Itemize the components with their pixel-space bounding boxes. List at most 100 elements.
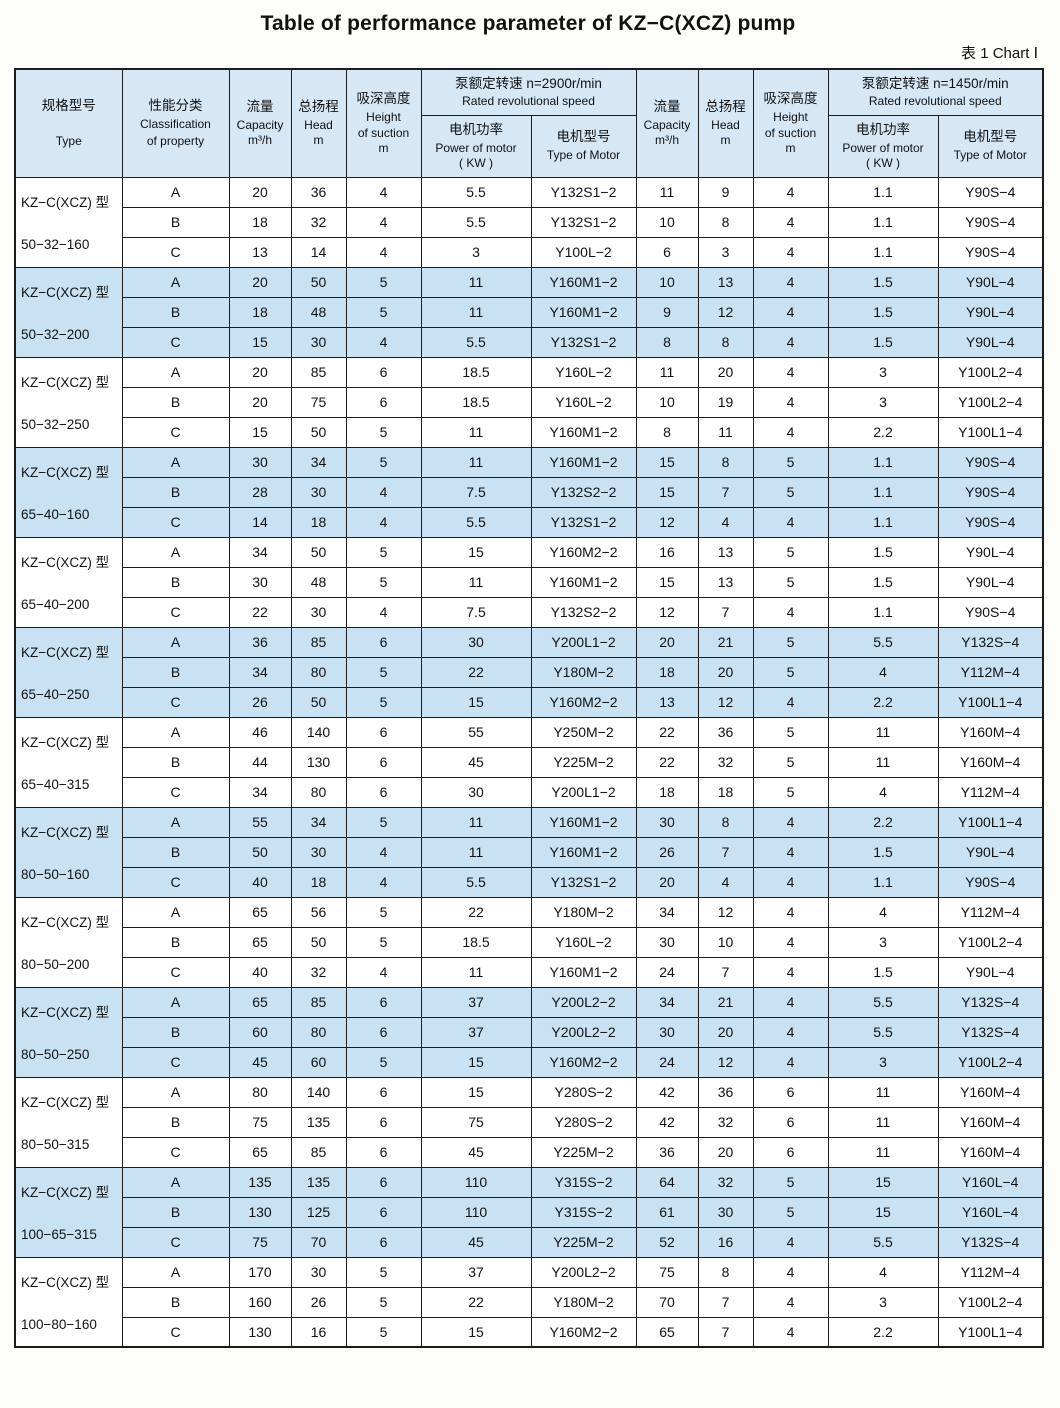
value-cell-head-1450: 9 [697,176,754,208]
value-cell-power-1450: 4 [827,1256,939,1288]
col-header-suction-zh: 吸深高度 [763,90,818,106]
value-cell-capacity-1450: 64 [635,1166,699,1198]
pump-model-cell: KZ−C(XCZ) 型 65−40−160 [14,446,123,538]
pump-model-name: KZ−C(XCZ) 型 [21,1185,110,1200]
value-cell-suction-2900: 6 [345,1136,422,1168]
value-cell-capacity-2900: 46 [228,716,292,748]
value-cell-suction-2900: 5 [345,896,422,928]
value-cell-suction-1450: 4 [752,926,829,958]
value-cell-motor-2900: Y160L−2 [530,926,637,958]
col-header-power-2900: 电机功率 Power of motor ( KW ) [420,114,532,178]
col-header-classification: 性能分类 Classification of property [121,68,230,178]
value-cell-motor-2900: Y250M−2 [530,716,637,748]
value-cell-head-1450: 20 [697,1136,754,1168]
col-header-capacity-unit: m³/h [248,133,272,148]
pump-model-cell: KZ−C(XCZ) 型 100−80−160 [14,1256,123,1348]
value-cell-capacity-2900: 130 [228,1196,292,1228]
value-cell-suction-1450: 4 [752,386,829,418]
value-cell-motor-1450: Y160M−4 [937,716,1044,748]
value-cell-capacity-1450: 24 [635,1046,699,1078]
value-cell-suction-1450: 6 [752,1076,829,1108]
value-cell-suction-2900: 4 [345,236,422,268]
value-cell-suction-2900: 4 [345,596,422,628]
classification-cell: C [121,506,230,538]
value-cell-motor-2900: Y315S−2 [530,1196,637,1228]
col-header-head-zh: 总扬程 [298,99,339,115]
value-cell-head-1450: 7 [697,596,754,628]
pump-model-cell: KZ−C(XCZ) 型 65−40−250 [14,626,123,718]
value-cell-power-2900: 55 [420,716,532,748]
pump-model-size: 65−40−160 [21,507,90,522]
value-cell-head-2900: 140 [290,716,347,748]
value-cell-capacity-2900: 28 [228,476,292,508]
value-cell-motor-1450: Y132S−4 [937,1016,1044,1048]
value-cell-suction-2900: 5 [345,296,422,328]
pump-model-size: 65−40−250 [21,687,90,702]
table-row: KZ−C(XCZ) 型 65−40−160 A 30 34 5 11 Y160M1−2 15 8 5… [14,446,1044,538]
value-cell-power-1450: 11 [827,716,939,748]
classification-cell: B [121,836,230,868]
value-cell-power-2900: 75 [420,1106,532,1138]
value-cell-motor-1450: Y100L1−4 [937,806,1044,838]
value-cell-head-2900: 70 [290,1226,347,1258]
value-cell-power-1450: 1.1 [827,176,939,208]
value-cell-head-2900: 18 [290,506,347,538]
value-cell-power-1450: 3 [827,926,939,958]
value-cell-capacity-2900: 55 [228,806,292,838]
classification-cell: C [121,1136,230,1168]
value-cell-suction-1450: 4 [752,596,829,628]
value-cell-capacity-2900: 60 [228,1016,292,1048]
value-cell-suction-2900: 5 [345,1256,422,1288]
table-row: C 22 30 4 7.5 Y132S2−2 12 7 4 1.1 Y90S−4 [15,596,1044,628]
value-cell-power-2900: 5.5 [420,506,532,538]
table-row: KZ−C(XCZ) 型 50−32−200 A 20 50 5 11 Y160M1−2 10 13… [14,266,1044,358]
value-cell-capacity-2900: 75 [228,1226,292,1258]
col-header-suction-zh: 吸深高度 [356,90,411,106]
value-cell-capacity-1450: 8 [635,416,699,448]
col-header-suction-en2: of suction [357,126,410,141]
value-cell-motor-1450: Y112M−4 [937,896,1044,928]
value-cell-capacity-2900: 18 [228,206,292,238]
value-cell-suction-2900: 5 [345,446,422,478]
value-cell-suction-1450: 5 [752,776,829,808]
value-cell-capacity-1450: 15 [635,476,699,508]
value-cell-motor-1450: Y90S−4 [937,476,1044,508]
value-cell-power-2900: 22 [420,656,532,688]
pump-model-cell: KZ−C(XCZ) 型 80−50−250 [14,986,123,1078]
value-cell-motor-2900: Y160M1−2 [530,806,637,838]
value-cell-suction-2900: 6 [345,356,422,388]
value-cell-motor-2900: Y160M1−2 [530,416,637,448]
value-cell-capacity-2900: 20 [228,266,292,298]
value-cell-motor-1450: Y112M−4 [937,656,1044,688]
value-cell-motor-1450: Y100L1−4 [937,1316,1044,1348]
col-header-capacity-zh: 流量 [653,99,681,115]
value-cell-capacity-2900: 40 [228,956,292,988]
table-row: B 18 48 5 11 Y160M1−2 9 12 4 1.5 Y90L−4 [15,296,1044,328]
group-header-speed-1450-en: Rated revolutional speed [868,94,1002,109]
value-cell-suction-2900: 4 [345,476,422,508]
value-cell-power-2900: 7.5 [420,476,532,508]
col-header-suction-en1: Height [366,109,401,124]
value-cell-capacity-1450: 22 [635,716,699,748]
value-cell-motor-1450: Y90S−4 [937,866,1044,898]
value-cell-suction-2900: 5 [345,1286,422,1318]
value-cell-suction-1450: 4 [752,236,829,268]
value-cell-power-1450: 11 [827,1136,939,1168]
value-cell-capacity-1450: 8 [635,326,699,358]
value-cell-suction-2900: 5 [345,926,422,958]
value-cell-head-1450: 32 [697,746,754,778]
value-cell-head-1450: 8 [697,446,754,478]
col-header-motor-en: Type of Motor [546,148,621,163]
classification-cell: C [121,776,230,808]
value-cell-capacity-1450: 18 [635,776,699,808]
value-cell-capacity-2900: 20 [228,176,292,208]
value-cell-motor-2900: Y160L−2 [530,356,637,388]
pump-model-cell: KZ−C(XCZ) 型 100−65−315 [14,1166,123,1258]
value-cell-power-1450: 1.5 [827,296,939,328]
value-cell-motor-2900: Y200L1−2 [530,776,637,808]
value-cell-capacity-2900: 65 [228,926,292,958]
table-row: B 18 32 4 5.5 Y132S1−2 10 8 4 1.1 Y90S−4 [15,206,1044,238]
value-cell-head-2900: 32 [290,956,347,988]
value-cell-motor-1450: Y90L−4 [937,326,1044,358]
value-cell-head-1450: 36 [697,716,754,748]
